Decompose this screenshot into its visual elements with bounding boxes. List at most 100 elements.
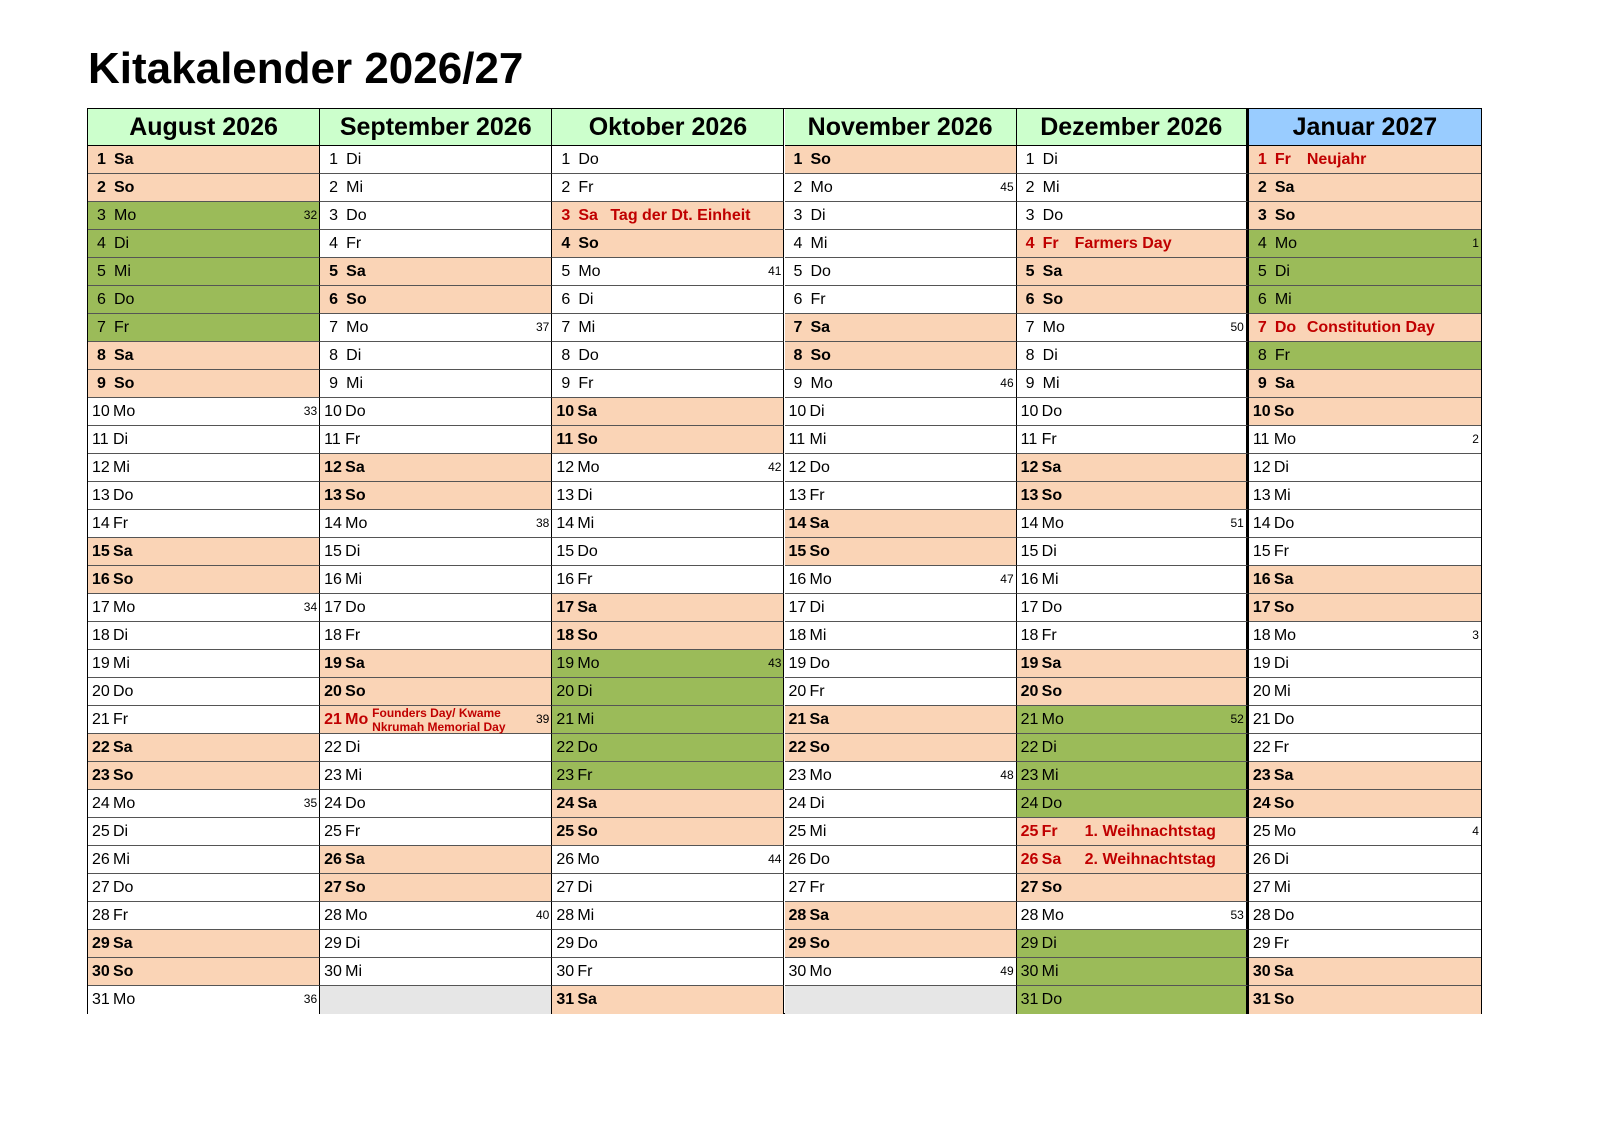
week-number: 38 (535, 516, 550, 530)
day-cell: 18 Di (88, 622, 321, 650)
day-number: 8 (561, 347, 571, 364)
weekday: Mi (345, 767, 363, 784)
weekday: Fr (577, 963, 593, 980)
weekday: Sa (1274, 179, 1295, 196)
day-number: 27 (92, 879, 110, 896)
day-cell: 9 Mi (1016, 370, 1249, 398)
holiday-name: 2. Weihnachtstag (1084, 851, 1216, 868)
day-number: 1 (329, 151, 339, 168)
weekday: Fr (1042, 235, 1059, 252)
day-number: 23 (324, 767, 342, 784)
weekday: Do (345, 403, 366, 420)
day-number: 19 (556, 655, 575, 672)
day-cell: 22 Do (552, 734, 785, 762)
day-cell: 30 Mi (1016, 958, 1249, 986)
day-number: 6 (793, 291, 803, 308)
day-cell: 4 Mi (784, 230, 1017, 258)
weekday: Mi (809, 431, 827, 448)
day-cell: 28 Sa (784, 902, 1017, 930)
weekday: Di (1273, 851, 1289, 868)
day-cell: 26 Mo 44 (552, 846, 785, 874)
weekday: Do (1274, 319, 1297, 336)
day-number: 14 (324, 515, 342, 532)
week-number: 42 (768, 460, 782, 474)
week-number: 32 (303, 208, 318, 222)
day-number: 15 (1020, 543, 1039, 560)
day-number: 23 (788, 767, 807, 784)
weekday: Mi (114, 263, 131, 280)
day-cell: 21 Mi (552, 706, 785, 734)
day-cell: 8 Fr (1248, 342, 1481, 370)
day-number: 20 (92, 683, 110, 700)
weekday: Mi (809, 823, 827, 840)
day-cell: 1 Di (320, 146, 553, 174)
day-cell: 6 So (320, 286, 553, 314)
weekday: Mo (1041, 711, 1064, 728)
weekday: Fr (1274, 151, 1291, 168)
day-number: 18 (324, 627, 342, 644)
weekday: Do (1273, 907, 1295, 924)
day-number: 9 (1257, 375, 1267, 392)
day-cell: 17 So (1248, 594, 1481, 622)
weekday: Do (113, 683, 134, 700)
day-cell: 11 Fr (1016, 426, 1249, 454)
day-cell: 16 Mi (1016, 566, 1249, 594)
day-cell: 10 Do (1016, 398, 1249, 426)
day-number: 25 (92, 823, 110, 840)
weekday: Do (578, 151, 599, 168)
weekday: Fr (1274, 347, 1290, 364)
weekday: Fr (113, 711, 129, 728)
weekday: Di (345, 935, 361, 952)
day-number: 17 (324, 599, 342, 616)
day-cell: 6 Mi (1248, 286, 1481, 314)
day-number: 18 (788, 627, 807, 644)
day-number: 14 (788, 515, 807, 532)
weekday: Mi (1273, 487, 1291, 504)
weekday: Fr (113, 515, 129, 532)
day-number: 22 (92, 739, 110, 756)
day-cell: 19 Sa (1016, 650, 1249, 678)
weekday: So (1041, 487, 1063, 504)
week-number: 36 (303, 992, 318, 1006)
weekday: So (577, 627, 598, 644)
day-cell: 16 So (88, 566, 321, 594)
day-cell: 12 Sa (1016, 454, 1249, 482)
day-cell: 12 Mo 42 (552, 454, 785, 482)
weekday: So (577, 823, 598, 840)
day-cell: 25 Fr 1. Weihnachtstag (1016, 818, 1249, 846)
weekday: Mo (113, 599, 136, 616)
weekday: Di (1273, 459, 1289, 476)
day-number: 7 (97, 319, 106, 336)
weekday: Sa (809, 907, 830, 924)
day-cell: 7 Mi (552, 314, 785, 342)
holiday-name: Constitution Day (1306, 319, 1435, 336)
day-number: 21 (92, 711, 110, 728)
day-number: 11 (92, 431, 109, 448)
weekday: Di (1041, 739, 1057, 756)
day-cell: 29 Sa (88, 930, 321, 958)
weekday: Mi (346, 375, 364, 392)
weekday: Mo (345, 907, 368, 924)
month-header: September 2026 (320, 109, 553, 146)
weekday: Mo (1273, 823, 1297, 840)
day-number: 11 (1252, 431, 1270, 448)
weekday: Mo (577, 851, 600, 868)
week-number: 41 (768, 264, 782, 278)
day-cell: 19 Mo 43 (552, 650, 785, 678)
day-number: 29 (1020, 935, 1039, 952)
day-number: 3 (793, 207, 803, 224)
weekday: So (345, 683, 366, 700)
day-number: 18 (1020, 627, 1039, 644)
day-number: 1 (1257, 151, 1267, 168)
day-number: 13 (324, 487, 342, 504)
day-number: 11 (788, 431, 806, 448)
day-cell: 20 Di (552, 678, 785, 706)
holiday-name: Neujahr (1306, 151, 1367, 168)
holiday-name: Founders Day/ Kwame Nkrumah Memorial Day (372, 706, 506, 734)
weekday: Sa (1041, 459, 1062, 476)
day-number: 23 (1252, 767, 1271, 784)
weekday: Sa (346, 263, 366, 280)
day-cell: 11 Fr (320, 426, 553, 454)
day-cell: 24 Di (784, 790, 1017, 818)
day-cell: 28 Do (1248, 902, 1481, 930)
